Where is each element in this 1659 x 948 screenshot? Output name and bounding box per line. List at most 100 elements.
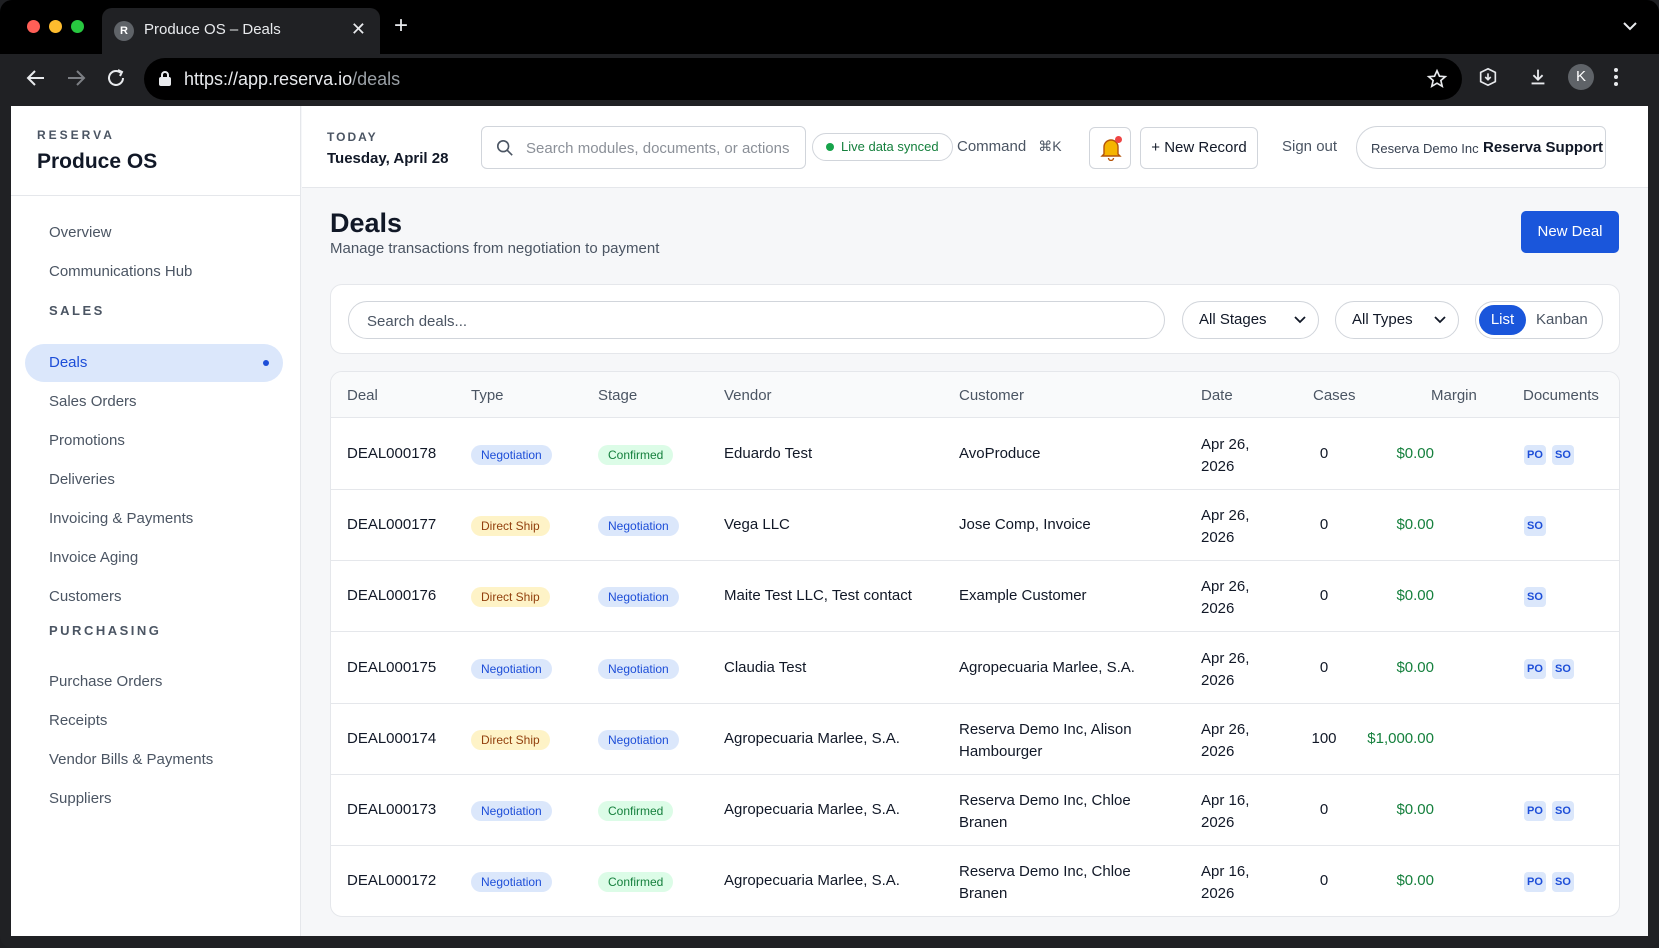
forward-arrow-icon[interactable] — [64, 66, 92, 94]
table-row[interactable]: DEAL000172 Negotiation Confirmed Agropecuar… — [331, 846, 1619, 916]
brand[interactable]: RESERVA Produce OS — [37, 128, 157, 174]
table-row[interactable]: DEAL000178 Negotiation Confirmed Eduardo Te… — [331, 419, 1619, 490]
active-indicator-dot — [263, 360, 269, 366]
lock-icon — [158, 70, 172, 92]
close-tab-icon[interactable]: ✕ — [350, 19, 366, 39]
document-badge-po[interactable]: PO — [1524, 872, 1546, 893]
margin-cell: $0.00 — [1396, 587, 1434, 605]
deal-search-input[interactable] — [367, 310, 1147, 332]
list-view-button[interactable]: List — [1479, 305, 1526, 335]
new-tab-icon[interactable]: + — [394, 12, 409, 39]
sidebar-item-invoicing-payments[interactable]: Invoicing & Payments — [49, 510, 194, 527]
sidebar-item-sales-orders[interactable]: Sales Orders — [49, 393, 137, 410]
date-line-2: 2026 — [1201, 529, 1235, 547]
document-badge-so[interactable]: SO — [1552, 445, 1574, 465]
brand-company: RESERVA — [37, 128, 115, 142]
document-badge-po[interactable]: PO — [1524, 445, 1546, 465]
stage-badge: Confirmed — [598, 801, 674, 821]
vendor-cell: Claudia Test — [724, 658, 807, 676]
column-header-deal[interactable]: Deal — [347, 387, 378, 404]
sidebar-item-suppliers[interactable]: Suppliers — [49, 790, 112, 807]
download-icon[interactable] — [1527, 66, 1549, 93]
deal-search[interactable] — [348, 301, 1165, 339]
sidebar-item-promotions[interactable]: Promotions — [49, 432, 125, 449]
url-host: https://app.reserva.io — [184, 69, 353, 89]
table-row[interactable]: DEAL000175 Negotiation Negotiation Claudia … — [331, 633, 1619, 704]
address-bar[interactable]: https://app.reserva.io/deals — [144, 58, 1462, 100]
date-cell: Apr 26, 2026 — [1201, 576, 1249, 620]
document-badge-so[interactable]: SO — [1552, 872, 1574, 893]
sidebar-item-invoice-aging[interactable]: Invoice Aging — [49, 549, 139, 566]
deal-id[interactable]: DEAL000176 — [347, 587, 437, 605]
document-badge-so[interactable]: SO — [1524, 516, 1546, 537]
deal-id[interactable]: DEAL000175 — [347, 658, 437, 676]
minimize-window-button[interactable] — [49, 20, 62, 33]
close-window-button[interactable] — [27, 20, 40, 33]
date-cell: Apr 26, 2026 — [1201, 648, 1249, 692]
org-switcher[interactable]: Reserva Demo Inc Reserva Support — [1356, 126, 1606, 169]
sidebar-item-purchase-orders[interactable]: Purchase Orders — [49, 673, 163, 690]
table-row[interactable]: DEAL000177 Direct Ship Negotiation Vega LLC… — [331, 490, 1619, 562]
bookmark-star-icon[interactable] — [1426, 68, 1448, 95]
column-header-margin[interactable]: Margin — [1431, 387, 1477, 404]
browser-menu-icon[interactable] — [1612, 66, 1620, 93]
document-badge-so[interactable]: SO — [1552, 658, 1574, 679]
stage-badge: Negotiation — [598, 658, 679, 679]
column-header-stage[interactable]: Stage — [598, 387, 638, 404]
column-header-vendor[interactable]: Vendor — [724, 387, 772, 404]
bell-icon — [1100, 139, 1122, 161]
reload-icon[interactable] — [104, 66, 132, 94]
sidebar-section-sales: SALES — [49, 303, 105, 318]
global-search-input[interactable] — [526, 137, 796, 159]
notifications-button[interactable] — [1089, 127, 1131, 169]
sidebar-item-overview[interactable]: Overview — [49, 224, 112, 241]
sidebar-item-vendor-bills-payments[interactable]: Vendor Bills & Payments — [49, 751, 214, 768]
sidebar-item-deliveries[interactable]: Deliveries — [49, 471, 115, 488]
page-subtitle: Manage transactions from negotiation to … — [330, 240, 660, 257]
column-header-type[interactable]: Type — [471, 387, 504, 404]
extensions-icon[interactable] — [1477, 66, 1499, 93]
deal-id[interactable]: DEAL000177 — [347, 516, 437, 534]
sidebar-item-communications-hub[interactable]: Communications Hub — [49, 263, 193, 280]
table-row[interactable]: DEAL000176 Direct Ship Negotiation Maite Te… — [331, 561, 1619, 633]
main-content: Deals Manage transactions from negotiati… — [302, 188, 1648, 936]
table-row[interactable]: DEAL000174 Direct Ship Negotiation Agropecu… — [331, 704, 1619, 775]
deal-id[interactable]: DEAL000178 — [347, 445, 437, 462]
document-badge-po[interactable]: PO — [1524, 658, 1546, 679]
maximize-window-button[interactable] — [71, 20, 84, 33]
sign-out-link[interactable]: Sign out — [1282, 138, 1338, 155]
browser-tab[interactable]: R Produce OS – Deals ✕ — [102, 8, 380, 54]
customer-cell: Reserva Demo Inc, Chloe Branen — [959, 790, 1131, 834]
profile-avatar[interactable]: K — [1568, 64, 1594, 90]
deal-id[interactable]: DEAL000174 — [347, 729, 437, 747]
stage-badge: Confirmed — [598, 872, 674, 893]
date-line-1: Apr 26, — [1201, 436, 1250, 453]
document-badge-so[interactable]: SO — [1524, 587, 1546, 608]
tab-search-chevron-icon[interactable] — [1623, 18, 1637, 36]
document-badge-po[interactable]: PO — [1524, 801, 1546, 821]
document-badge-so[interactable]: SO — [1552, 801, 1574, 821]
command-shortcut: ⌘K — [1038, 138, 1062, 154]
type-filter-select[interactable]: All Types — [1335, 301, 1459, 339]
column-header-documents[interactable]: Documents — [1523, 387, 1599, 404]
stage-filter-select[interactable]: All Stages — [1182, 301, 1319, 339]
table-row[interactable]: DEAL000173 Negotiation Confirmed Agropecuar… — [331, 775, 1619, 846]
column-header-cases[interactable]: Cases — [1313, 387, 1356, 404]
global-search[interactable] — [481, 126, 806, 169]
command-palette-button[interactable]: Command ⌘K — [957, 138, 1062, 155]
deal-id[interactable]: DEAL000173 — [347, 801, 437, 818]
chevron-down-icon — [1294, 316, 1306, 324]
deal-id[interactable]: DEAL000172 — [347, 872, 437, 890]
date-line-1: Apr 26, — [1201, 649, 1250, 667]
new-deal-button[interactable]: New Deal — [1521, 211, 1619, 253]
column-header-customer[interactable]: Customer — [959, 387, 1025, 404]
sidebar-item-receipts[interactable]: Receipts — [49, 712, 108, 729]
sidebar-item-deals[interactable]: Deals — [25, 344, 283, 382]
new-record-button[interactable]: + New Record — [1140, 127, 1258, 169]
stage-badge: Negotiation — [598, 516, 679, 537]
back-arrow-icon[interactable] — [24, 66, 52, 94]
sidebar-item-customers[interactable]: Customers — [49, 588, 122, 605]
cases-cell: 0 — [1319, 516, 1329, 534]
kanban-view-button[interactable]: Kanban — [1536, 311, 1588, 328]
column-header-date[interactable]: Date — [1201, 387, 1233, 404]
